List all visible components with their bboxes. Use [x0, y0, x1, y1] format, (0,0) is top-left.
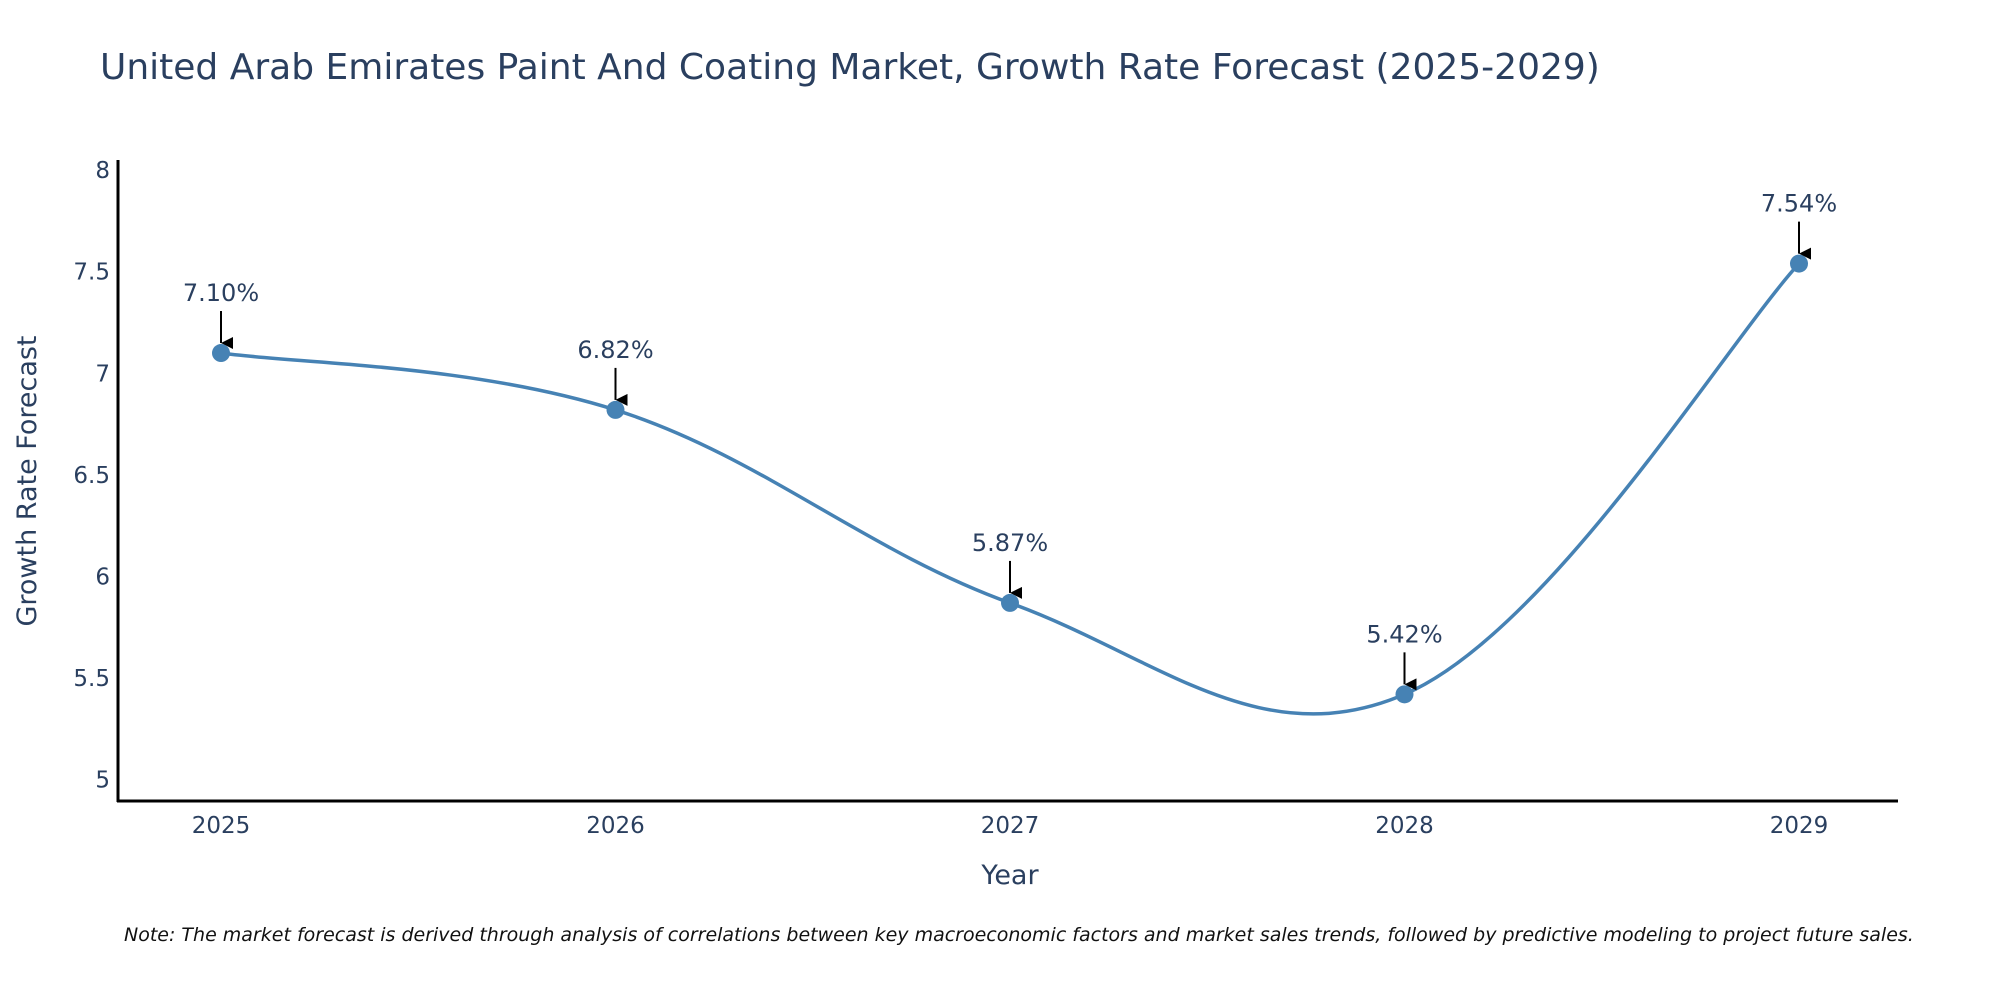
data-point — [1395, 685, 1414, 704]
data-point — [1790, 254, 1808, 273]
y-axis-ticks: 5 5.5 6 6.5 7 7.5 8 — [73, 158, 110, 794]
data-point — [1001, 593, 1019, 612]
y-tick-label: 8 — [95, 158, 110, 184]
x-tick-label: 2028 — [1375, 813, 1434, 839]
footnote: Note: The market forecast is derived thr… — [124, 924, 1914, 946]
data-label: 5.42% — [1366, 620, 1442, 648]
x-tick-label: 2025 — [192, 813, 251, 839]
x-axis-ticks: 2025 2026 2027 2028 2029 — [192, 813, 1829, 839]
y-tick-label: 6 — [95, 565, 110, 591]
chart-title: United Arab Emirates Paint And Coating M… — [100, 47, 1600, 88]
data-point — [606, 400, 625, 419]
x-tick-label: 2027 — [981, 813, 1040, 839]
data-annotations: 7.10% 6.82% 5.87% 5.42% 7.54% — [183, 190, 1837, 691]
x-tick-label: 2026 — [586, 813, 645, 839]
y-tick-label: 5.5 — [73, 666, 110, 692]
y-tick-label: 6.5 — [73, 463, 110, 489]
data-point — [212, 344, 230, 363]
data-label: 7.10% — [183, 279, 259, 307]
data-label: 7.54% — [1761, 190, 1837, 218]
y-tick-label: 5 — [95, 768, 110, 794]
y-tick-label: 7 — [95, 361, 110, 387]
data-label: 5.87% — [972, 529, 1048, 557]
y-tick-label: 7.5 — [73, 260, 110, 286]
x-axis-title: Year — [980, 860, 1039, 891]
data-points — [212, 254, 1808, 704]
data-label: 6.82% — [577, 336, 653, 364]
series-line — [220, 262, 1801, 716]
y-axis-title: Growth Rate Forecast — [12, 335, 43, 626]
x-tick-label: 2029 — [1770, 813, 1829, 839]
